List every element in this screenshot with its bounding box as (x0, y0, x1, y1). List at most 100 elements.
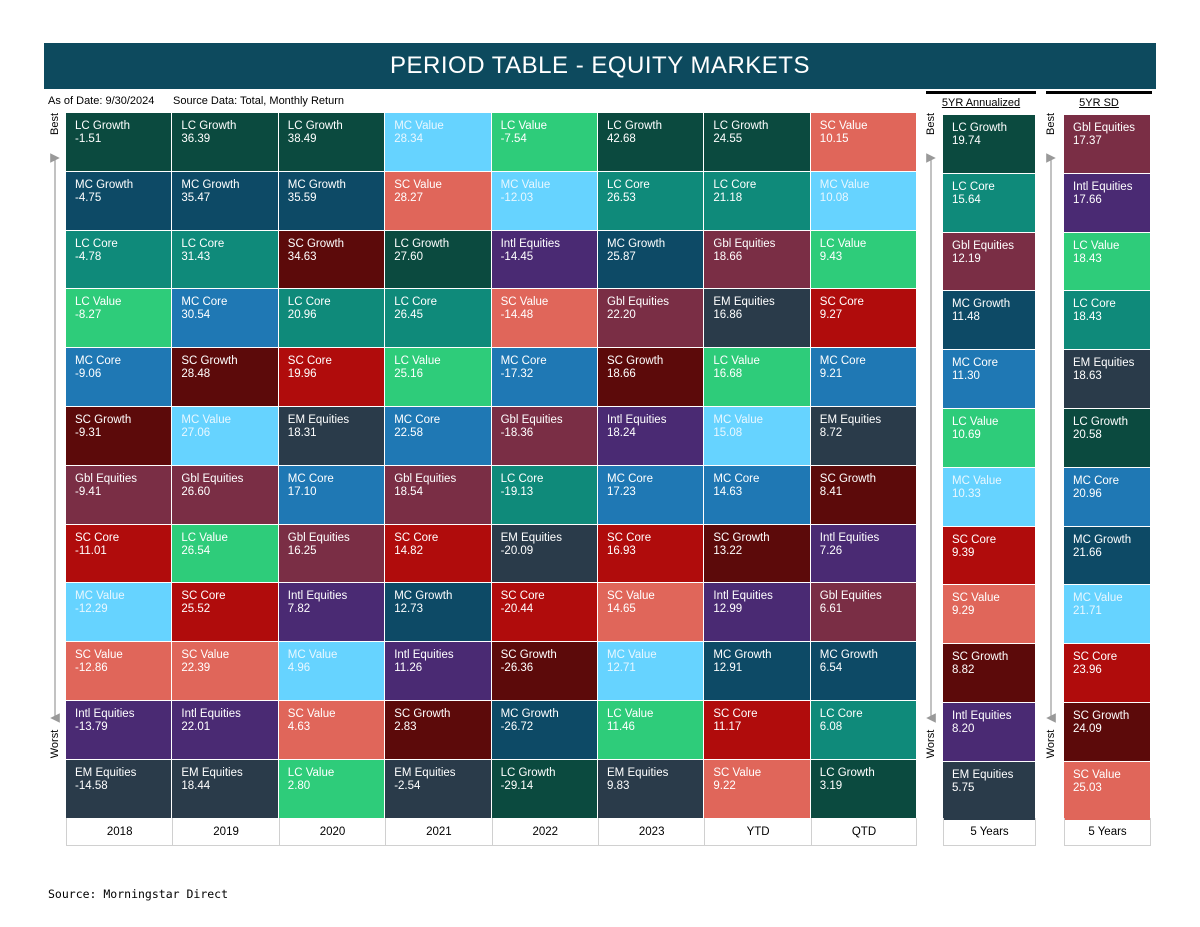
cell-category: Intl Equities (394, 649, 454, 662)
cell-value: 35.47 (181, 191, 211, 204)
cell-category: MC Core (287, 472, 334, 485)
cell-2020-lc-value: LC Value 2.80 (278, 759, 386, 819)
cell-category: LC Growth (952, 122, 1007, 134)
cell-2020-sc-value: SC Value 4.63 (278, 701, 386, 760)
cell-value: 25.87 (607, 250, 636, 263)
cell-qtd-mc-growth: MC Growth 6.54 (810, 642, 918, 701)
cell-value: 16.93 (607, 544, 636, 557)
cell-ytd-sc-growth: SC Growth 13.22 (704, 524, 811, 584)
sd-cell-intl-equities: Intl Equities 17.66 (1064, 173, 1151, 233)
cell-category: LC Growth (607, 120, 662, 132)
cell-category: LC Growth (500, 766, 556, 779)
cell-value: 35.59 (287, 191, 317, 204)
cell-qtd-sc-growth: SC Growth 8.41 (810, 465, 918, 525)
cell-value: 18.31 (287, 427, 317, 439)
cell-2020-mc-value: MC Value 4.96 (278, 642, 386, 701)
cell-category: Gbl Equities (181, 472, 244, 485)
cell-value: 12.73 (394, 603, 423, 616)
cell-value: 14.82 (394, 544, 423, 557)
cell-category: EM Equities (500, 531, 562, 544)
sd-cell-sc-value: SC Value 25.03 (1064, 761, 1151, 821)
cell-category: Intl Equities (1073, 180, 1133, 193)
worst-label-sd: Worst (1045, 729, 1057, 759)
cell-value: -9.06 (75, 368, 102, 381)
cell-2019-mc-growth: MC Growth 35.47 (172, 171, 279, 231)
cell-value: 13.22 (713, 544, 743, 557)
cell-value: 24.09 (1073, 723, 1102, 735)
cell-2018-lc-value: LC Value -8.27 (66, 289, 173, 349)
cell-category: MC Growth (607, 237, 666, 250)
cell-category: LC Core (607, 178, 650, 191)
cell-ytd-mc-growth: MC Growth 12.91 (704, 642, 811, 701)
cell-value: 18.54 (394, 485, 423, 498)
worst-label-annualized: Worst (925, 729, 937, 759)
cell-value: 18.63 (1073, 370, 1102, 383)
cell-value: 7.82 (287, 603, 311, 616)
cell-category: LC Value (1073, 239, 1120, 252)
column-label-2018: 2018 (66, 818, 173, 846)
cell-value: -26.72 (500, 721, 534, 733)
cell-category: Intl Equities (607, 414, 667, 426)
cell-category: SC Growth (75, 414, 132, 426)
cell-category: SC Value (607, 590, 655, 603)
cell-value: 17.23 (607, 485, 636, 498)
cell-value: 19.96 (287, 368, 317, 381)
cell-value: -20.09 (500, 544, 534, 557)
cell-category: Gbl Equities (819, 590, 882, 603)
cell-category: EM Equities (819, 414, 882, 426)
cell-value: 15.08 (713, 427, 743, 439)
cell-2022-sc-core: SC Core -20.44 (491, 583, 598, 643)
cell-value: 12.99 (713, 603, 743, 616)
cell-category: LC Value (181, 531, 228, 544)
cell-qtd-mc-core: MC Core 9.21 (810, 348, 918, 407)
cell-2019-sc-core: SC Core 25.52 (172, 583, 279, 643)
cell-2019-sc-growth: SC Growth 28.48 (172, 348, 279, 407)
cell-value: 20.96 (1073, 487, 1102, 500)
cell-2022-gbl-equities: Gbl Equities -18.36 (491, 407, 598, 466)
cell-value: 26.60 (181, 485, 211, 498)
cell-category: MC Value (394, 120, 444, 132)
cell-category: LC Growth (181, 120, 237, 132)
sd-cell-lc-core: LC Core 18.43 (1064, 291, 1151, 351)
cell-category: SC Core (952, 533, 997, 546)
cell-2023-sc-value: SC Value 14.65 (598, 583, 705, 643)
cell-ytd-sc-value: SC Value 9.22 (704, 759, 811, 819)
cell-2022-sc-growth: SC Growth -26.36 (491, 642, 598, 701)
cell-value: 21.18 (713, 191, 743, 204)
cell-category: LC Growth (819, 766, 875, 779)
cell-2023-mc-core: MC Core 17.23 (598, 465, 705, 525)
cell-2022-intl-equities: Intl Equities -14.45 (491, 230, 598, 290)
cell-category: Intl Equities (500, 237, 561, 250)
cell-value: 17.66 (1073, 193, 1102, 206)
cell-value: 8.20 (952, 723, 975, 735)
cell-value: 12.91 (713, 662, 743, 675)
cell-category: SC Growth (819, 472, 877, 485)
cell-category: LC Value (287, 766, 335, 779)
cell-category: LC Core (287, 296, 331, 309)
cell-ytd-sc-core: SC Core 11.17 (704, 701, 811, 760)
cell-category: MC Core (819, 355, 866, 368)
cell-category: SC Core (394, 531, 439, 544)
cell-category: Intl Equities (819, 531, 880, 544)
cell-category: MC Value (819, 178, 870, 191)
cell-value: 17.10 (287, 485, 317, 498)
cell-value: 9.43 (819, 250, 843, 263)
cell-2022-lc-growth: LC Growth -29.14 (491, 759, 598, 819)
cell-value: 18.43 (1073, 311, 1102, 324)
cell-2018-lc-growth: LC Growth -1.51 (66, 113, 173, 172)
cell-value: 10.33 (952, 487, 981, 500)
cell-category: MC Value (181, 414, 232, 426)
cell-value: -26.36 (500, 662, 534, 675)
cell-2019-gbl-equities: Gbl Equities 26.60 (172, 465, 279, 525)
cell-2018-lc-core: LC Core -4.78 (66, 230, 173, 290)
cell-2020-mc-growth: MC Growth 35.59 (278, 171, 386, 231)
cell-value: 3.19 (819, 779, 843, 792)
cell-category: Gbl Equities (1073, 122, 1136, 134)
cell-2020-intl-equities: Intl Equities 7.82 (278, 583, 386, 643)
cell-ytd-lc-growth: LC Growth 24.55 (704, 113, 811, 172)
cell-category: LC Value (713, 355, 760, 368)
cell-2023-mc-value: MC Value 12.71 (598, 642, 705, 701)
cell-value: 4.63 (287, 721, 311, 733)
cell-value: 36.39 (181, 133, 211, 145)
